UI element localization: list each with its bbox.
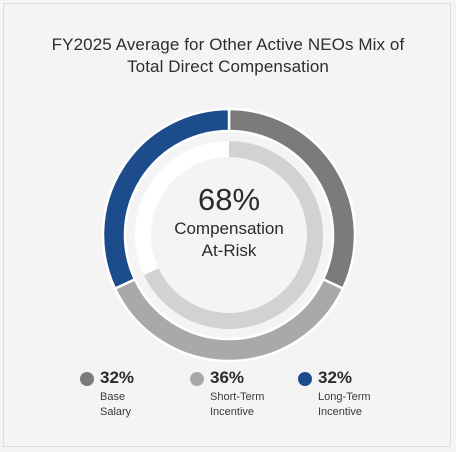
chart-title-line-1: FY2025 Average for Other Active NEOs Mix…	[51, 35, 405, 54]
legend-label-line: Incentive	[210, 406, 255, 418]
legend-label-line: Salary	[100, 406, 132, 418]
legend-dot-short-term-incentive	[190, 372, 204, 386]
legend-dot-base-salary	[80, 372, 94, 386]
center-label-line-2: At-Risk	[202, 241, 257, 260]
inner-ring-slice-not-at-risk	[135, 141, 229, 276]
legend-label-long-term-incentive: Long-Term Incentive	[318, 390, 371, 420]
legend-label-base-salary: Base Salary	[100, 390, 131, 420]
outer-ring	[101, 107, 357, 363]
legend-label-short-term-incentive: Short-Term Incentive	[210, 390, 264, 420]
center-value: 68%	[198, 182, 260, 217]
legend-label-line: Incentive	[318, 406, 363, 418]
legend-value-long-term-incentive: 32%	[318, 368, 353, 387]
outer-ring-slice-long-term-incentive	[101, 107, 231, 291]
legend-value-base-salary: 32%	[100, 368, 135, 387]
chart-title: FY2025 Average for Other Active NEOs Mix…	[0, 34, 456, 78]
legend-dot-long-term-incentive	[298, 372, 312, 386]
legend-value-short-term-incentive: 36%	[210, 368, 245, 387]
legend-label-line: Base	[100, 391, 126, 403]
center-label-line-1: Compensation	[174, 219, 284, 238]
chart-frame	[3, 3, 451, 447]
inner-ring	[135, 141, 323, 330]
chart-title-line-2: Total Direct Compensation	[127, 57, 329, 76]
legend-label-line: Long-Term	[318, 391, 371, 403]
legend-label-line: Short-Term	[210, 391, 265, 403]
